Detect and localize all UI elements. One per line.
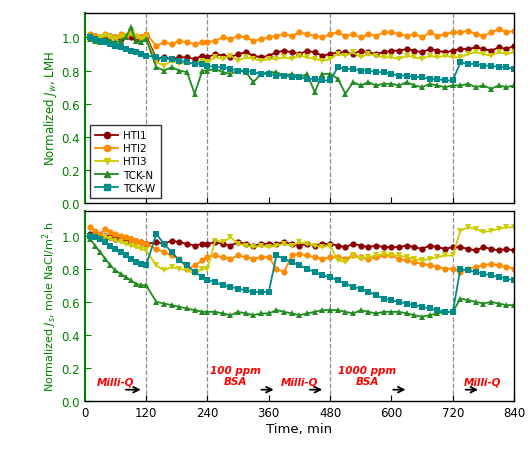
Text: Milli-Q: Milli-Q [464, 377, 501, 387]
Text: Milli-Q: Milli-Q [96, 377, 134, 387]
Text: Milli-Q: Milli-Q [281, 377, 318, 387]
X-axis label: Time, min: Time, min [267, 422, 332, 435]
Text: 1000 ppm
BSA: 1000 ppm BSA [338, 365, 396, 387]
Y-axis label: Normalized $J_w$, LMH: Normalized $J_w$, LMH [41, 51, 58, 166]
Text: 100 ppm
BSA: 100 ppm BSA [210, 365, 261, 387]
Legend: HTI1, HTI2, HTI3, TCK-N, TCK-W: HTI1, HTI2, HTI3, TCK-N, TCK-W [90, 126, 161, 198]
Y-axis label: Normalized $J_s$, mole NaCl/m$^2$.h: Normalized $J_s$, mole NaCl/m$^2$.h [40, 221, 58, 391]
